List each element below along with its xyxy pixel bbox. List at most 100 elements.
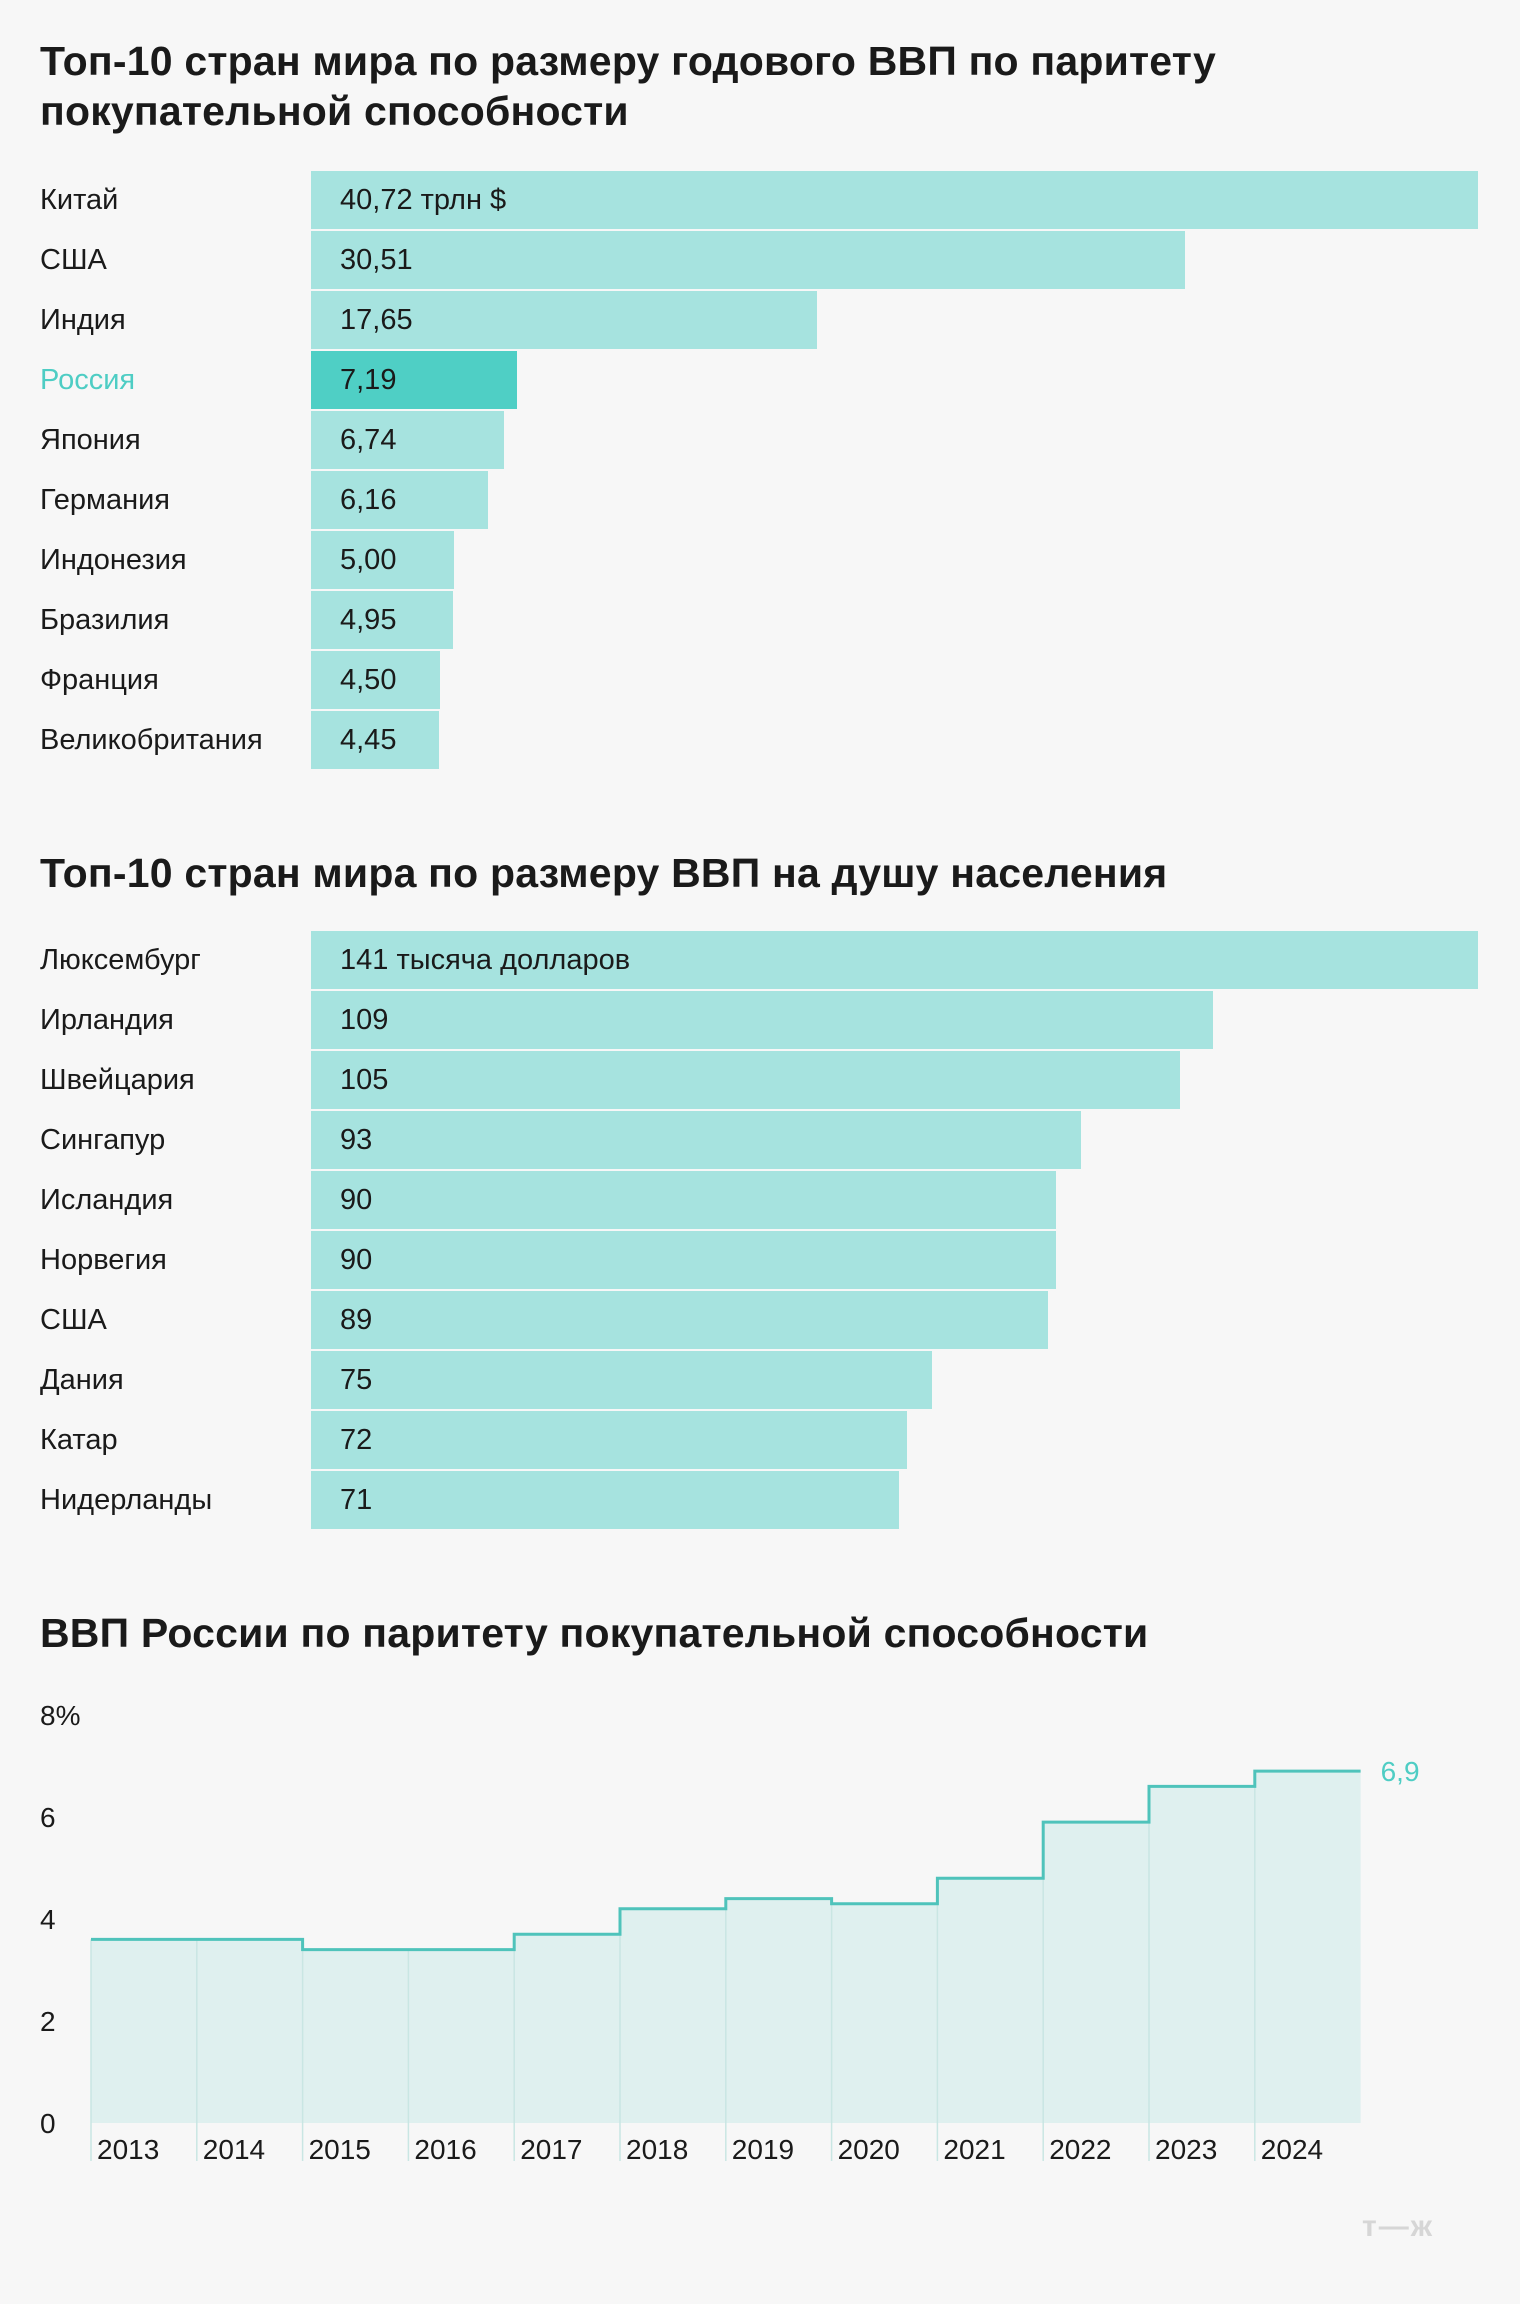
- bar: [311, 471, 488, 529]
- area-segment: [831, 1903, 938, 2123]
- x-tick-label: 2013: [97, 2134, 159, 2165]
- bar-row: Франция 4,50: [0, 651, 1520, 709]
- bar: [311, 231, 1186, 289]
- bar: [311, 1471, 899, 1529]
- category-label: Катар: [40, 1424, 118, 1456]
- category-label: Индия: [40, 304, 126, 336]
- bar: [311, 991, 1214, 1049]
- area-segment: [1149, 1786, 1255, 2123]
- value-label: 4,50: [340, 664, 397, 696]
- bar-row: Китай 40,72 трлн $: [0, 171, 1520, 229]
- category-label: Сингапур: [40, 1124, 166, 1156]
- category-label: Франция: [40, 664, 159, 696]
- x-tick-label: 2019: [732, 2134, 794, 2165]
- bar: [311, 1351, 932, 1409]
- area-segment: [725, 1898, 832, 2123]
- value-label: 93: [340, 1124, 373, 1156]
- category-label: США: [40, 244, 107, 276]
- x-tick-label: 2017: [520, 2134, 582, 2165]
- value-label: 30,51: [340, 244, 413, 276]
- area-segment: [196, 1939, 303, 2123]
- bar: [311, 1171, 1056, 1229]
- value-label: 89: [340, 1304, 373, 1336]
- bar-row: Великобритания 4,45: [0, 711, 1520, 769]
- value-label: 71: [340, 1484, 373, 1516]
- value-label: 109: [340, 1004, 389, 1036]
- category-label: США: [40, 1304, 107, 1336]
- x-tick-label: 2020: [838, 2134, 900, 2165]
- bar-row: Люксембург 141 тысяча долларов: [0, 931, 1520, 989]
- bar: [311, 1051, 1181, 1109]
- area-segment: [1043, 1822, 1149, 2123]
- chart3-area: 8% 6 4 2 0 6,9 2013 2014 2015 2016 2017 2018 2019 202…: [40, 1700, 1420, 2165]
- bar: [311, 711, 439, 769]
- bar: [311, 591, 453, 649]
- series-line: [91, 1769, 1361, 1952]
- bar-row: Германия 6,16: [0, 471, 1520, 529]
- bar-row: Индонезия 5,00: [0, 531, 1520, 589]
- y-tick-label: 6: [40, 1802, 56, 1833]
- bar: [311, 291, 817, 349]
- category-label: Швейцария: [40, 1064, 195, 1096]
- category-label: Германия: [40, 484, 171, 516]
- bar-row: Бразилия 4,95: [0, 591, 1520, 649]
- bar: [311, 651, 440, 709]
- bar-row: Сингапур 93: [0, 1111, 1520, 1169]
- category-label: Нидерланды: [40, 1484, 213, 1516]
- bar-row: Индия 17,65: [0, 291, 1520, 349]
- x-tick-label: 2014: [203, 2134, 265, 2165]
- bar-row: Норвегия 90: [0, 1231, 1520, 1289]
- bar: [311, 531, 455, 589]
- value-label: 105: [340, 1064, 389, 1096]
- value-label: 4,95: [340, 604, 397, 636]
- value-label: 6,74: [340, 424, 397, 456]
- brand-logo: т—ж: [1362, 2210, 1434, 2243]
- bar-row: Ирландия 109: [0, 991, 1520, 1049]
- bar: [311, 351, 518, 409]
- bar-row: США 30,51: [0, 231, 1520, 289]
- area-segment: [91, 1939, 197, 2123]
- category-label: Дания: [40, 1364, 124, 1396]
- y-tick-label: 4: [40, 1904, 56, 1935]
- category-label: Ирландия: [40, 1004, 174, 1036]
- bar: [311, 171, 1478, 229]
- area-segment: [937, 1878, 1044, 2123]
- value-label: 7,19: [340, 364, 397, 396]
- category-label: Япония: [40, 424, 141, 456]
- category-label: Великобритания: [40, 724, 263, 756]
- x-tick-label: 2024: [1261, 2134, 1323, 2165]
- bar: [311, 1291, 1048, 1349]
- value-label: 75: [340, 1364, 373, 1396]
- y-tick-label: 2: [40, 2006, 56, 2037]
- value-label: 17,65: [340, 304, 413, 336]
- x-tick-label: 2016: [414, 2134, 476, 2165]
- category-label: Китай: [40, 184, 119, 216]
- end-value-label: 6,9: [1381, 1756, 1420, 1787]
- bar-row: Катар 72: [0, 1411, 1520, 1469]
- x-tick-label: 2018: [626, 2134, 688, 2165]
- chart3-title: ВВП России по паритету покупательной спо…: [40, 1610, 1149, 1656]
- bar: [311, 1411, 907, 1469]
- bar: [311, 411, 505, 469]
- x-tick-label: 2015: [309, 2134, 371, 2165]
- area-segment: [1254, 1771, 1361, 2123]
- bar-row: Нидерланды 71: [0, 1471, 1520, 1529]
- category-label: Бразилия: [40, 604, 170, 636]
- bar-row: Швейцария 105: [0, 1051, 1520, 1109]
- value-label: 4,45: [340, 724, 397, 756]
- value-label: 141 тысяча долларов: [340, 944, 631, 976]
- category-label: Люксембург: [40, 944, 201, 976]
- x-tick-label: 2021: [943, 2134, 1005, 2165]
- chart2-title: Топ-10 стран мира по размеру ВВП на душу…: [40, 850, 1168, 896]
- bar-row: Дания 75: [0, 1351, 1520, 1409]
- bar: [311, 1231, 1056, 1289]
- area-segment: [302, 1949, 409, 2123]
- area-segment: [514, 1934, 620, 2123]
- x-tick-label: 2022: [1049, 2134, 1111, 2165]
- y-tick-label: 8%: [40, 1700, 80, 1731]
- value-label: 90: [340, 1184, 373, 1216]
- bar: [311, 1111, 1081, 1169]
- area-segment: [408, 1949, 515, 2123]
- bar-row: Япония 6,74: [0, 411, 1520, 469]
